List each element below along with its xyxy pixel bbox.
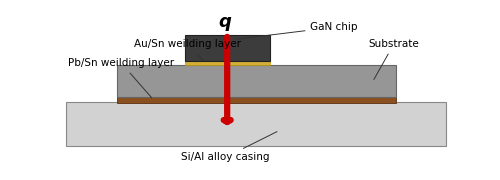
Text: Substrate: Substrate: [368, 39, 420, 80]
Bar: [66, 102, 446, 146]
Text: Pb/Sn weilding layer: Pb/Sn weilding layer: [68, 58, 174, 98]
Bar: [184, 61, 270, 65]
Bar: [117, 97, 396, 103]
Text: Au/Sn weilding layer: Au/Sn weilding layer: [134, 39, 241, 61]
Text: GaN chip: GaN chip: [236, 22, 358, 39]
Text: $\boldsymbol{q}$: $\boldsymbol{q}$: [218, 15, 232, 33]
Text: Si/Al alloy casing: Si/Al alloy casing: [181, 132, 277, 162]
Bar: [117, 65, 396, 97]
Bar: [184, 35, 270, 61]
